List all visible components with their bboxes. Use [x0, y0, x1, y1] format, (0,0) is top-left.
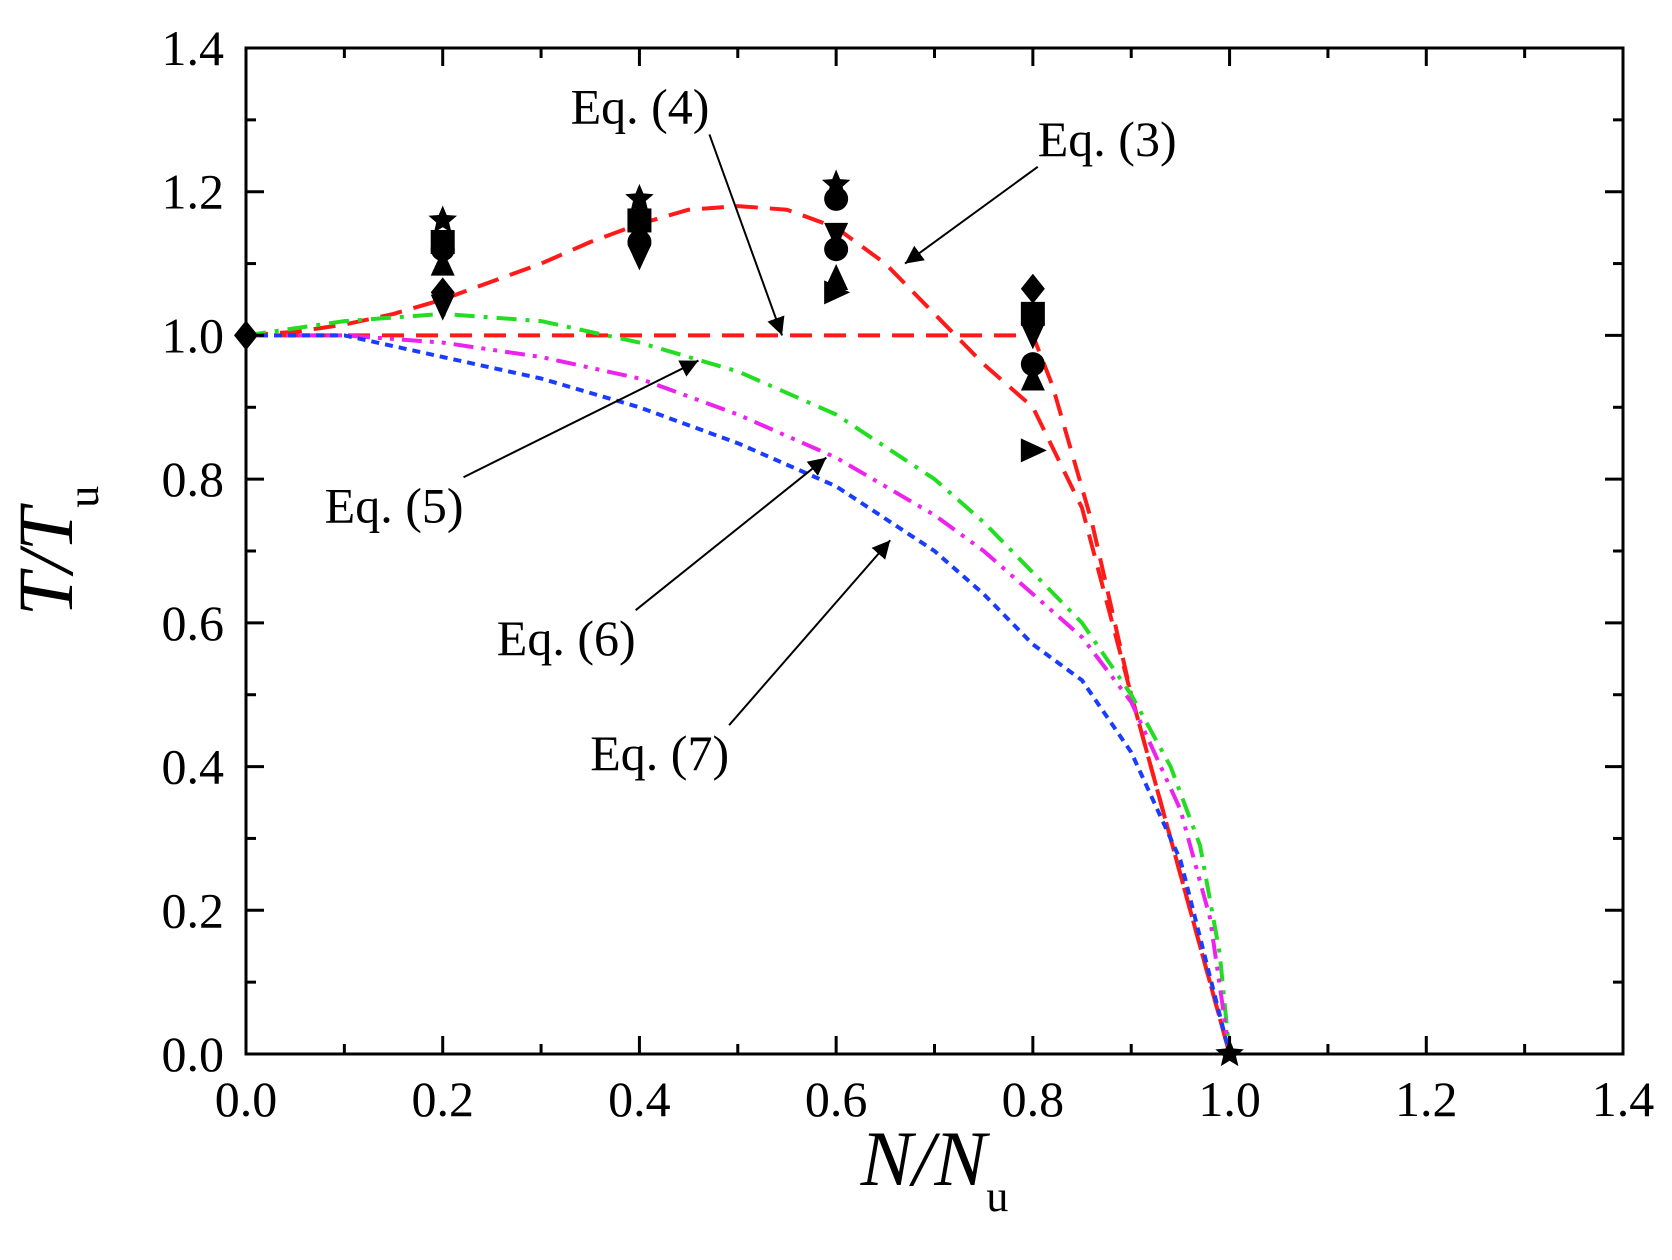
y-tick-label: 1.4 [162, 20, 225, 76]
x-tick-label: 1.0 [1198, 1071, 1261, 1127]
marker-tri-down [824, 222, 849, 249]
series-line-eq-3 [245, 204, 1232, 1055]
y-tick-label: 0.6 [162, 595, 225, 651]
y-tick-label: 1.2 [162, 164, 225, 220]
x-tick-label: 1.4 [1592, 1071, 1655, 1127]
annotation-arrow [463, 359, 699, 479]
marker-star [625, 183, 654, 211]
y-tick-label: 0.8 [162, 451, 225, 507]
y-tick-label: 0.4 [162, 739, 225, 795]
marker-square [1020, 301, 1045, 326]
y-tick-label: 1.0 [162, 307, 225, 363]
x-axis-title-main: N/N [860, 1115, 991, 1202]
marker-tri-down [627, 244, 652, 271]
annotation-label: Eq. (6) [497, 610, 636, 666]
annotation-arrow [904, 165, 1039, 265]
x-tick-label: 0.0 [215, 1071, 278, 1127]
y-axis-title-subscript: u [59, 486, 108, 508]
y-axis-title: T/Tu [2, 486, 108, 616]
y-axis-title-group: T/Tu [2, 486, 108, 616]
x-tick-label: 1.2 [1395, 1071, 1458, 1127]
annotation-arrow [708, 134, 785, 336]
curves-layer [245, 204, 1232, 1055]
markers-layer [234, 169, 1244, 1067]
y-tick-label: 0.0 [162, 1026, 225, 1082]
marker-star [428, 205, 457, 233]
marker-tri-down [1020, 323, 1045, 350]
marker-tri-right [824, 280, 851, 305]
marker-tri-down [430, 294, 455, 321]
x-axis-title-subscript: u [986, 1172, 1008, 1221]
y-axis-title-main: T/T [2, 503, 89, 616]
tick-labels-layer: 0.0 0.2 0.4 0.6 0.8 1.0 1.2 1.4 0.0 0.2 0.4 0.6 0.8 1… [162, 20, 1655, 1127]
x-tick-label: 0.8 [1002, 1071, 1065, 1127]
series-line-eq-7 [246, 333, 1232, 1055]
marker-tri-up [430, 249, 455, 276]
x-axis-title: N/Nu [860, 1115, 1009, 1221]
marker-tri-right [1020, 438, 1047, 463]
marker-tri-up [1020, 364, 1045, 391]
annotation-label: Eq. (7) [590, 725, 729, 781]
marker-diamond [627, 212, 652, 243]
marker-diamond [1020, 273, 1045, 304]
x-tick-label: 0.4 [608, 1071, 671, 1127]
marker-circle [824, 237, 849, 262]
series-line-eq-5 [245, 311, 1232, 1055]
marker-tri-up [627, 199, 652, 226]
marker-circle [1020, 352, 1045, 377]
annotation-label: Eq. (4) [571, 78, 710, 134]
marker-circle [430, 237, 455, 262]
annotations-layer: Eq. (3) Eq. (4) Eq. (5) Eq. (6) Eq. (7) [325, 78, 1177, 781]
annotation-arrow [635, 456, 827, 611]
ticks-layer [244, 46, 1625, 1056]
annotation-label: Eq. (5) [325, 477, 464, 533]
annotation-label: Eq. (3) [1038, 111, 1177, 167]
y-tick-label: 0.2 [162, 882, 225, 938]
x-tick-label: 0.6 [805, 1071, 868, 1127]
annotation-arrow [728, 539, 891, 726]
marker-circle [824, 186, 849, 211]
x-tick-label: 0.2 [411, 1071, 474, 1127]
